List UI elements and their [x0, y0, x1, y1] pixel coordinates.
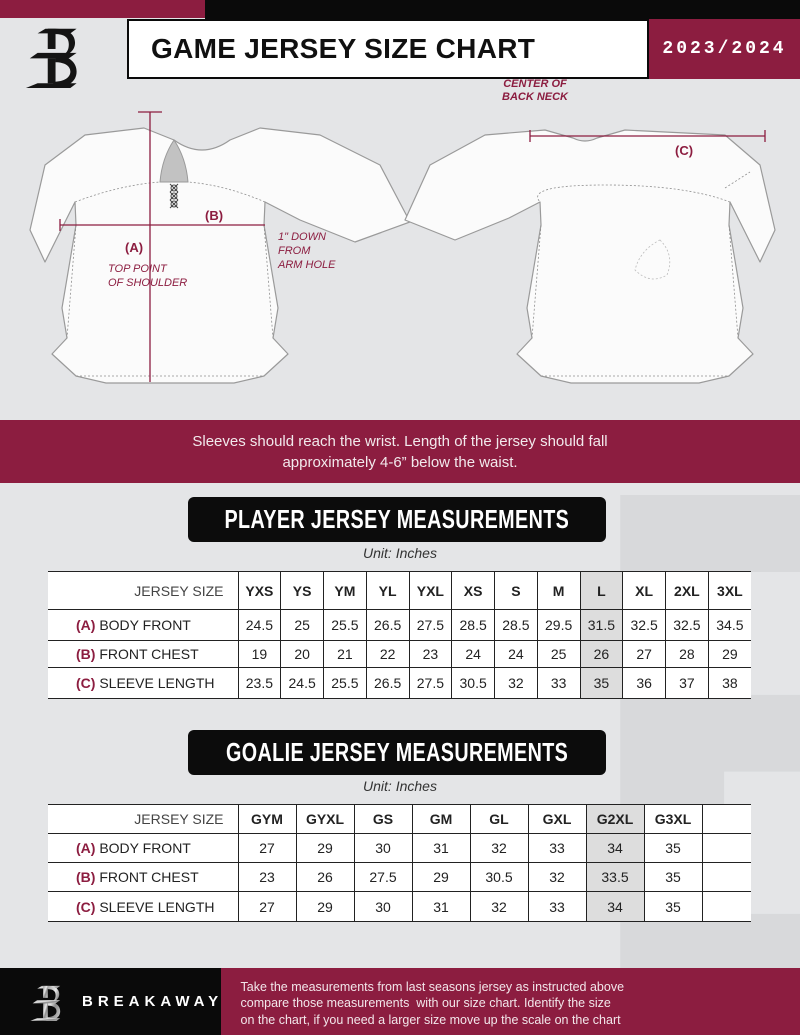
svg-text:OF SHOULDER: OF SHOULDER: [108, 277, 187, 289]
svg-text:(B): (B): [205, 208, 223, 223]
svg-text:TOP POINT: TOP POINT: [108, 263, 168, 275]
svg-text:(A): (A): [125, 240, 143, 255]
svg-text:(C): (C): [675, 143, 693, 158]
